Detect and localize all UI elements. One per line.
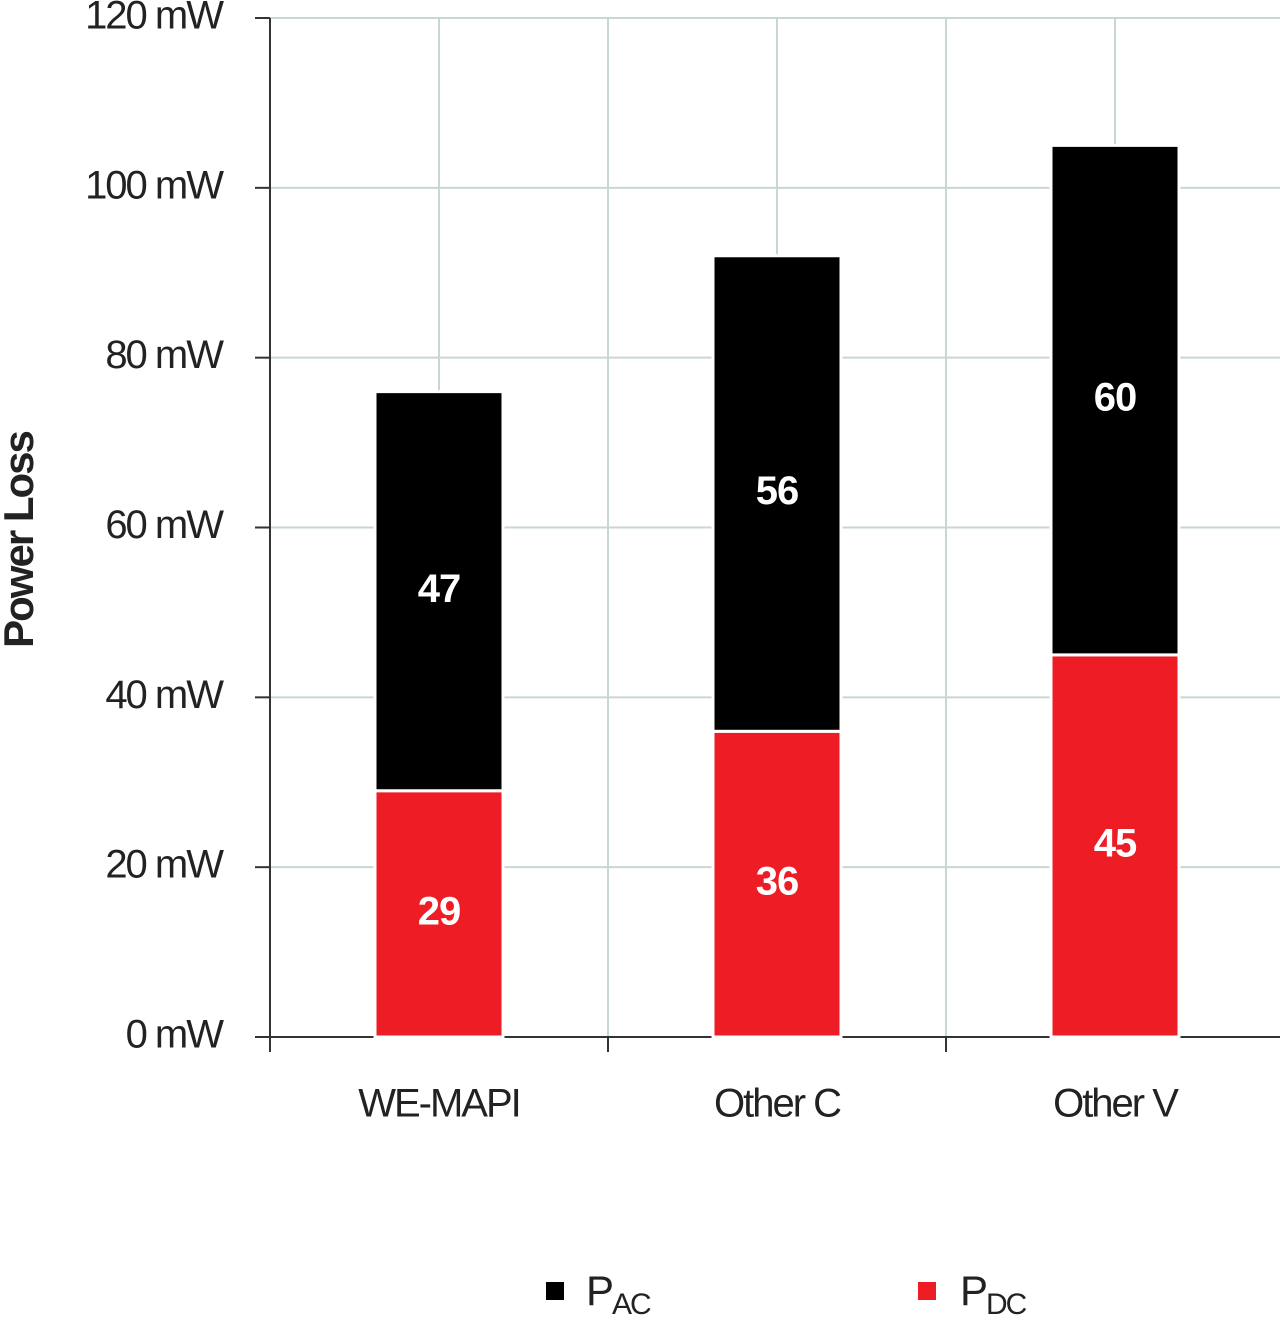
data-label: 60 <box>1094 376 1137 420</box>
bar-segment <box>711 729 843 1039</box>
legend-label: PAC <box>586 1267 651 1321</box>
y-tick-label: 20 mW <box>105 843 224 887</box>
y-tick-label: 40 mW <box>105 673 224 717</box>
data-label: 56 <box>756 469 799 513</box>
y-tick-label: 80 mW <box>105 333 224 377</box>
bar-segment <box>373 390 505 793</box>
x-tick-label: Other V <box>1053 1082 1179 1126</box>
bar-segment <box>1049 143 1181 657</box>
data-label: 29 <box>418 889 461 933</box>
y-axis-label: Power Loss <box>0 431 42 647</box>
legend-swatch <box>546 1282 564 1300</box>
y-tick-label: 60 mW <box>105 503 224 547</box>
data-label: 45 <box>1094 822 1137 866</box>
data-label: 47 <box>418 567 461 611</box>
y-tick-label: 0 mW <box>126 1013 225 1057</box>
x-tick-label: Other C <box>714 1082 841 1126</box>
y-tick-label: 100 mW <box>85 163 224 207</box>
y-tick-label: 120 mW <box>85 0 224 38</box>
bar-segment <box>373 789 505 1039</box>
bar-segment <box>711 254 843 733</box>
bar-segment <box>1049 653 1181 1039</box>
x-tick-label: WE-MAPI <box>358 1082 520 1126</box>
legend-label: PDC <box>960 1267 1027 1321</box>
data-label: 36 <box>756 860 799 904</box>
legend-swatch <box>918 1282 936 1300</box>
